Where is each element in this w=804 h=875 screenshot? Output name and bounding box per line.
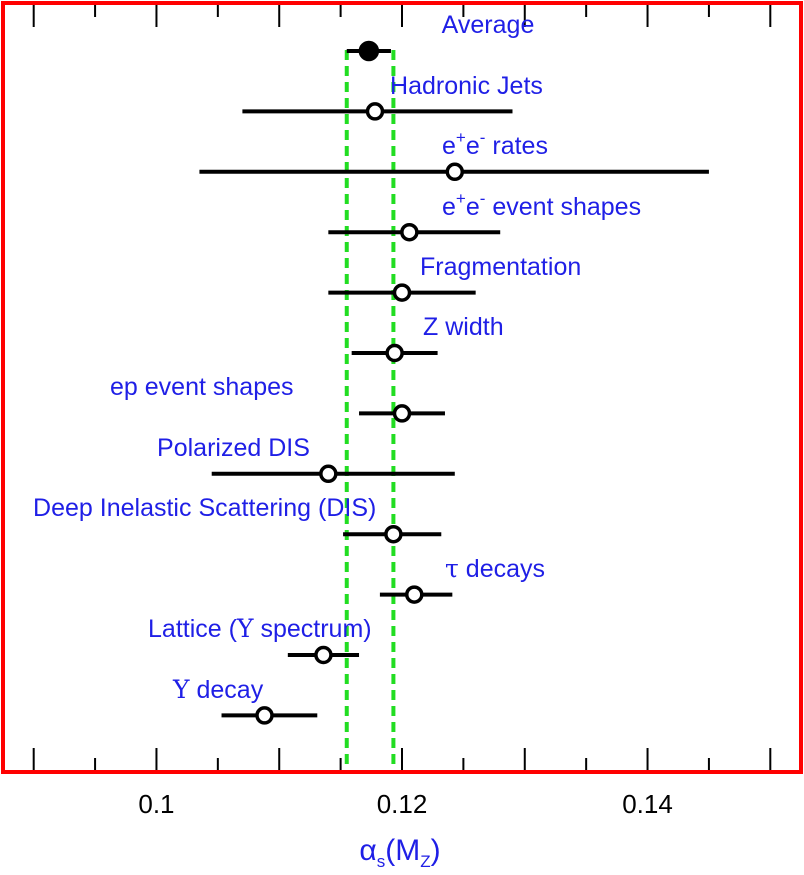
measurement-label: e+e- event shapes [442, 189, 641, 221]
measurement-point [319, 464, 338, 484]
plot-frame [1, 1, 803, 774]
measurement-point [392, 404, 412, 423]
average-band [344, 50, 396, 770]
measurement-label: ep event shapes [110, 373, 294, 401]
measurement-label: Fragmentation [420, 253, 581, 281]
measurement-point [392, 283, 412, 302]
measurement-label: e+e- rates [442, 128, 548, 160]
measurement-point [255, 706, 274, 725]
x-tick-label: 0.12 [377, 789, 428, 819]
average-point [358, 40, 380, 62]
measurement-label: Z width [423, 313, 504, 341]
measurement-point [445, 162, 465, 182]
measurement-label: Lattice (Υ spectrum) [148, 614, 372, 643]
measurement-labels: Average Hadronic Jets e+e- rates e+e- event… [33, 11, 641, 704]
measurement-point [385, 343, 404, 363]
measurement-point [405, 585, 424, 604]
x-axis-label: αs(MZ) [359, 834, 440, 871]
axis-ticks [32, 5, 772, 770]
x-tick-label: 0.14 [622, 789, 673, 819]
measurement-point [384, 524, 403, 544]
measurement-point [400, 222, 419, 242]
measurement-label: Deep Inelastic Scattering (DIS) [33, 494, 376, 522]
measurement-point [365, 102, 385, 121]
measurement-point [314, 645, 333, 665]
measurement-label: τ decays [445, 554, 545, 583]
data-points [255, 40, 465, 725]
measurement-label: Polarized DIS [157, 434, 310, 462]
x-tick-labels: 0.1 0.12 0.14 [138, 789, 672, 819]
measurement-label: Average [442, 11, 535, 39]
measurement-label: Hadronic Jets [390, 72, 543, 100]
x-tick-label: 0.1 [138, 789, 174, 819]
measurement-label: Υ decay [172, 675, 264, 704]
